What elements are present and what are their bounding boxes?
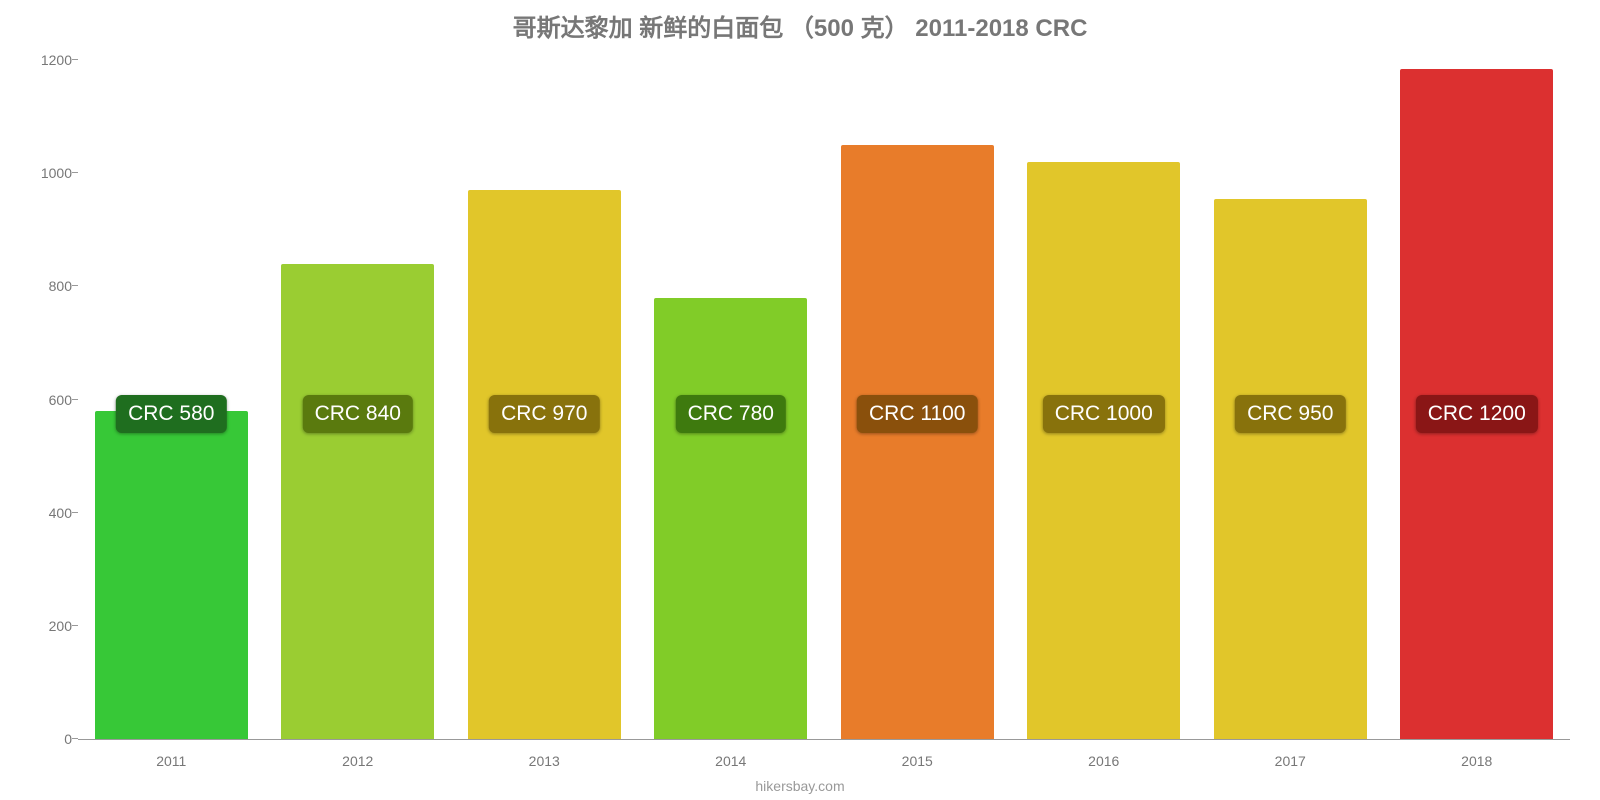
x-axis-tick-label: 2011 — [156, 753, 186, 769]
bar-value-label: CRC 580 — [116, 395, 226, 433]
y-axis-tick-label: 800 — [28, 278, 72, 294]
bar — [654, 298, 807, 739]
x-axis-tick-label: 2016 — [1088, 753, 1119, 769]
bar — [1027, 162, 1180, 739]
x-axis-tick-label: 2013 — [529, 753, 560, 769]
x-axis-tick-label: 2014 — [715, 753, 746, 769]
bar — [468, 190, 621, 739]
bar-value-label: CRC 950 — [1235, 395, 1345, 433]
bar-value-label: CRC 1200 — [1416, 395, 1538, 433]
y-axis-tick-label: 0 — [28, 731, 72, 747]
bar-value-label: CRC 970 — [489, 395, 599, 433]
bar-value-label: CRC 1000 — [1043, 395, 1165, 433]
bar — [95, 411, 248, 739]
x-axis-tick-label: 2017 — [1275, 753, 1306, 769]
y-axis-tick-label: 600 — [28, 392, 72, 408]
bar — [1214, 199, 1367, 739]
x-axis-tick-label: 2015 — [902, 753, 933, 769]
bar — [841, 145, 994, 739]
y-axis-tick-label: 1200 — [28, 52, 72, 68]
plot-area: CRC 580 CRC 840 CRC 970 CRC 780 CRC 1100 CRC … — [78, 60, 1570, 740]
y-axis-tick-mark — [72, 625, 78, 626]
y-axis-tick-label: 400 — [28, 505, 72, 521]
source-attribution: hikersbay.com — [0, 778, 1600, 794]
bars-layer: CRC 580 CRC 840 CRC 970 CRC 780 CRC 1100 CRC … — [78, 60, 1570, 739]
bar-value-label: CRC 780 — [676, 395, 786, 433]
bar-value-label: CRC 1100 — [857, 395, 978, 433]
x-axis-tick-label: 2018 — [1461, 753, 1492, 769]
chart-container: 哥斯达黎加 新鲜的白面包 （500 克） 2011-2018 CRC CRC 5… — [0, 0, 1600, 800]
y-axis-tick-mark — [72, 285, 78, 286]
y-axis-tick-mark — [72, 59, 78, 60]
x-axis-tick-label: 2012 — [342, 753, 373, 769]
y-axis-tick-label: 200 — [28, 618, 72, 634]
y-axis-tick-mark — [72, 399, 78, 400]
chart-title: 哥斯达黎加 新鲜的白面包 （500 克） 2011-2018 CRC — [0, 8, 1600, 43]
y-axis-tick-mark — [72, 512, 78, 513]
bar-value-label: CRC 840 — [303, 395, 413, 433]
y-axis-tick-label: 1000 — [28, 165, 72, 181]
bar — [281, 264, 434, 739]
y-axis-tick-mark — [72, 738, 78, 739]
y-axis-tick-mark — [72, 172, 78, 173]
